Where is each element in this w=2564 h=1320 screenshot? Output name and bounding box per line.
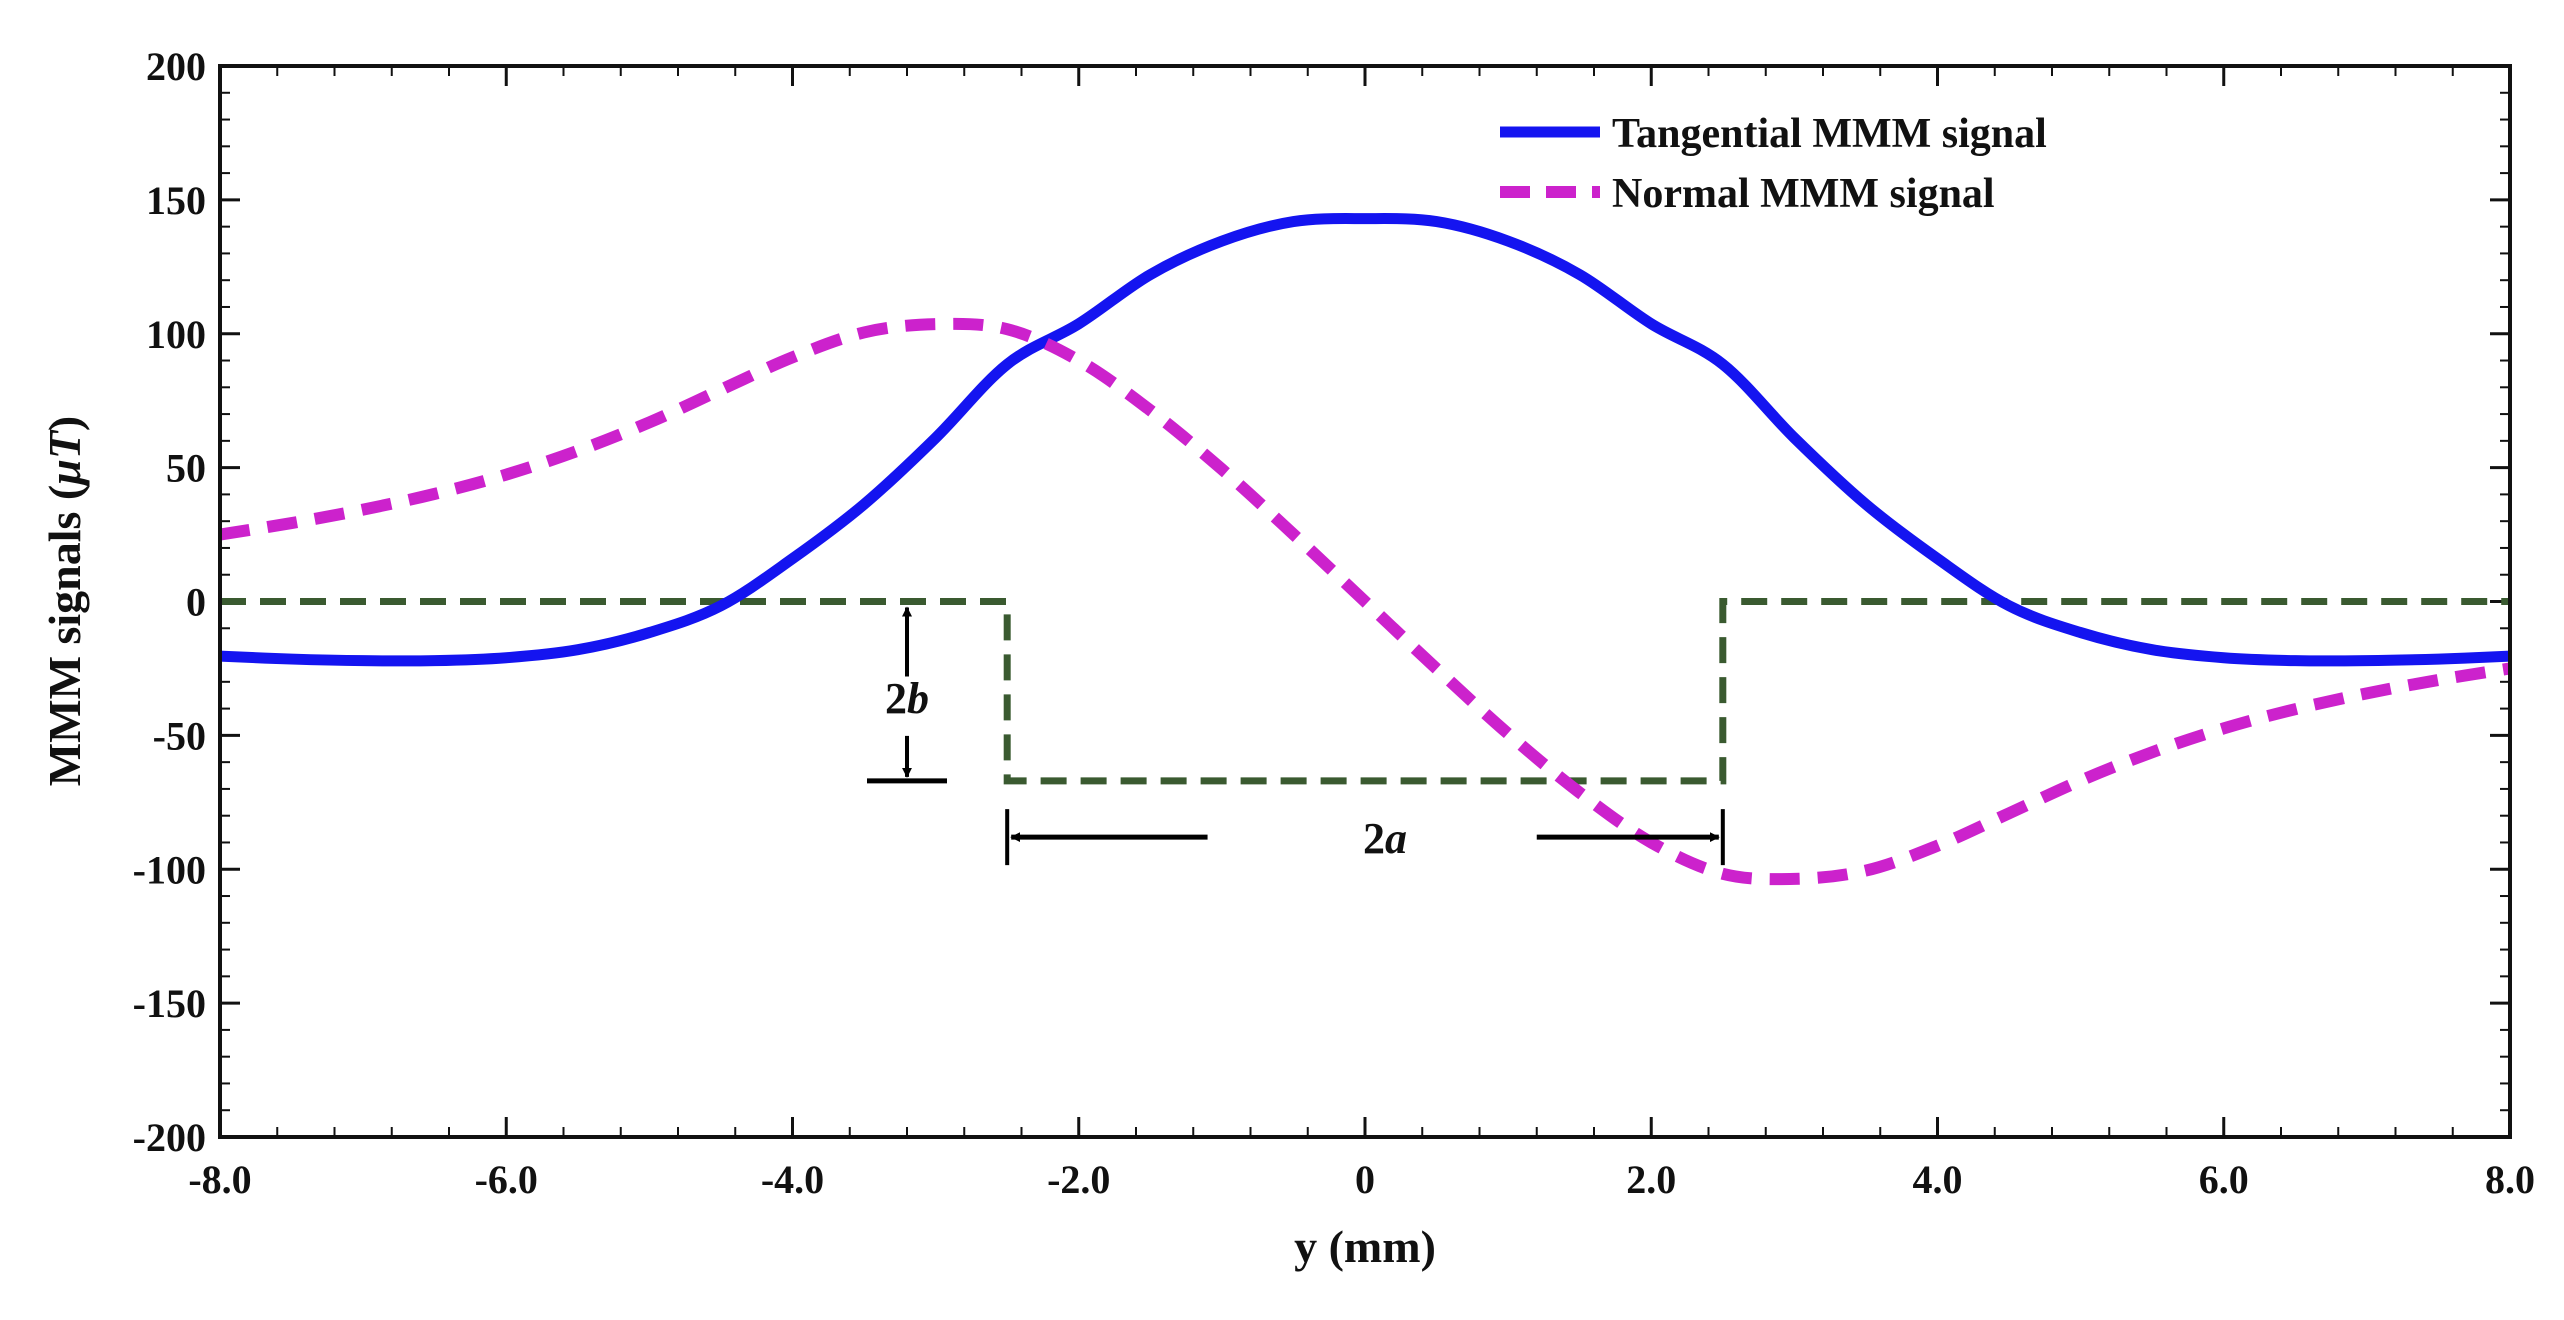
x-tick-label: -2.0 [1047,1157,1110,1202]
x-axis-label: y (mm) [1294,1221,1436,1272]
y-tick-label: 200 [146,44,206,89]
x-tick-label: 8.0 [2485,1157,2535,1202]
y-tick-label: 0 [186,580,206,625]
y-tick-label: 100 [146,312,206,357]
y-axis-label-suffix: ) [39,416,90,431]
series-line-defect-profile [220,598,2510,785]
x-tick-label: 6.0 [2199,1157,2249,1202]
y-axis-label-unit: μT [39,429,90,487]
y-tick-label: -50 [153,713,206,758]
legend-label-tangential: Tangential MMM signal [1612,111,2047,157]
plot-frame [218,64,2512,1139]
x-tick-label: -8.0 [188,1157,251,1202]
y-tick-label: 150 [146,178,206,223]
width-label-number: 2 [1363,814,1385,863]
y-axis-label: MMM signals (μT) [39,416,90,787]
y-tick-label: -150 [133,981,206,1026]
depth-label: 2b [885,674,929,723]
x-tick-label: 0 [1355,1157,1375,1202]
x-tick-label: -6.0 [475,1157,538,1202]
depth-label-variable: b [907,674,929,723]
legend-label-normal: Normal MMM signal [1612,171,1995,217]
x-tick-label: -4.0 [761,1157,824,1202]
x-tick-label: 4.0 [1913,1157,1963,1202]
width-label-variable: a [1385,814,1407,863]
depth-label-number: 2 [885,674,907,723]
y-axis-label-prefix: MMM signals ( [39,485,90,787]
y-tick-label: 50 [166,446,206,491]
y-tick-label: -200 [133,1115,206,1160]
x-tick-label: 2.0 [1626,1157,1676,1202]
y-tick-label: -100 [133,847,206,892]
width-label: 2a [1363,814,1407,863]
series-line-normal [219,317,2511,886]
series-line-tangential [219,213,2511,667]
